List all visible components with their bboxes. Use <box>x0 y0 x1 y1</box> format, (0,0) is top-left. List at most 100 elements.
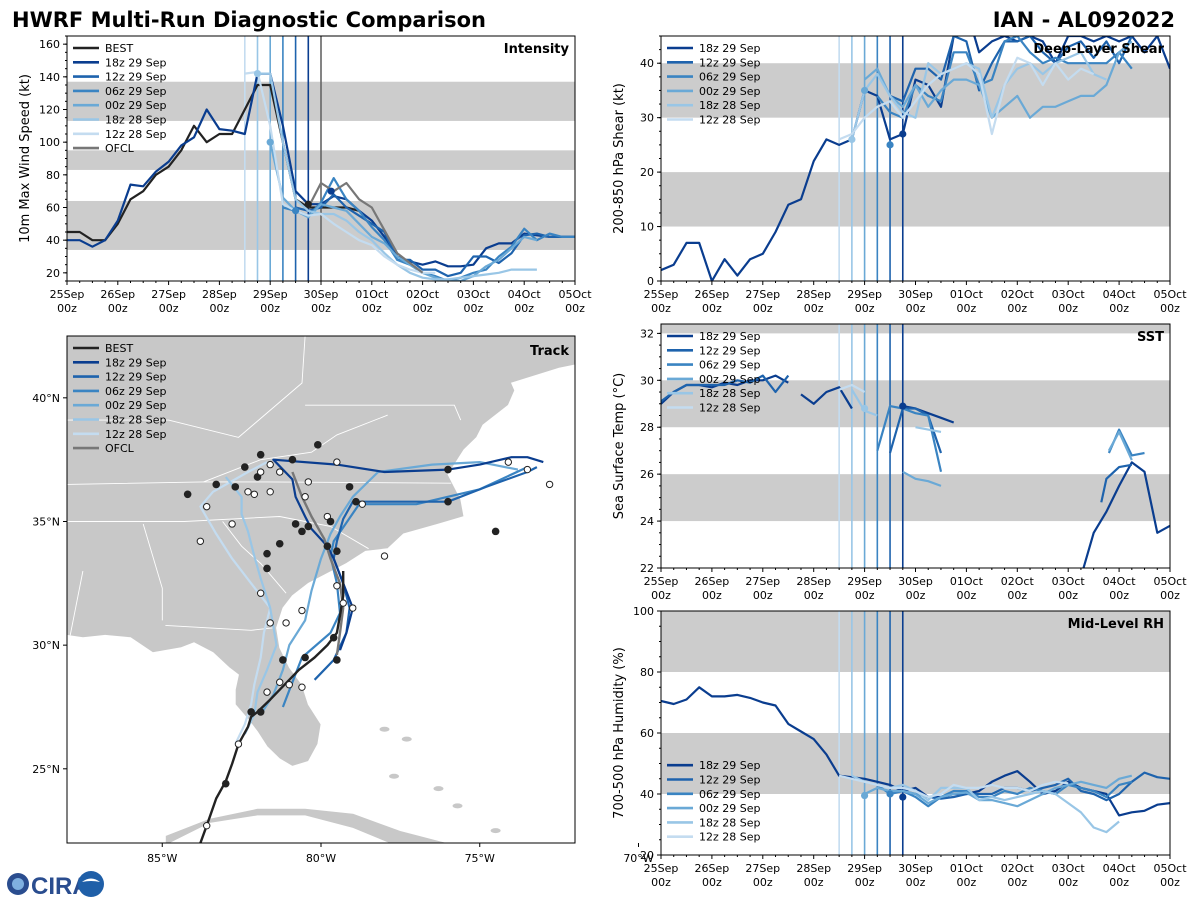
track-dot-10 <box>301 653 309 662</box>
intensity-series-12z-28-sep <box>244 70 436 274</box>
track-ytick-label: 30°N <box>32 639 60 652</box>
shear-series-12z-28-sep <box>838 56 1095 141</box>
track-dot-26 <box>291 520 300 528</box>
sst-xtick-sublabel: 00z <box>906 589 926 602</box>
intensity-xtick-label: 28Sep <box>202 288 237 301</box>
sst-series-12z-29-sep <box>661 374 790 403</box>
intensity-xtick-label: 01Oct <box>355 288 389 301</box>
storm-id: IAN - AL092022 <box>993 8 1175 32</box>
track-dot-33 <box>203 502 211 511</box>
sst-xtick-sublabel: 00z <box>1058 589 1078 602</box>
track-dot-49 <box>304 478 312 486</box>
track-dot-44 <box>276 468 284 476</box>
sst-series-12z-29-sep-2 <box>1100 463 1132 503</box>
sst-xtick-sublabel: 00z <box>702 589 722 602</box>
track-dot-15 <box>298 606 306 615</box>
shear-xtick-sublabel: 00z <box>906 302 926 315</box>
shear-xtick-sublabel: 00z <box>1109 302 1129 315</box>
sst-xtick-label: 02Oct <box>1001 575 1035 588</box>
sst-xtick-label: 25Sep <box>644 575 679 588</box>
sst-ytick-label: 32 <box>640 327 654 340</box>
shear-ytick-label: 30 <box>640 112 654 125</box>
sst-panel: 25Sep00z26Sep00z27Sep00z28Sep00z29Sep00z… <box>612 323 1187 602</box>
track-dot-28 <box>304 522 313 531</box>
sst-xtick-sublabel: 00z <box>957 589 977 602</box>
intensity-panel-label: Intensity <box>504 42 570 57</box>
track-dot-30 <box>326 517 335 526</box>
track-dot-46 <box>288 455 297 464</box>
track-state-border-2 <box>142 523 163 621</box>
shear-legend-label-12z-29-sep: 12z 29 Sep <box>699 56 761 69</box>
intensity-ytick-label: 60 <box>46 202 60 215</box>
sst-legend-label-06z-29-sep: 06z 29 Sep <box>699 359 761 372</box>
track-dot-5 <box>263 688 271 696</box>
intensity-xtick-sublabel: 00z <box>108 302 128 315</box>
track-dot-14 <box>282 619 290 627</box>
intensity-xtick-label: 05Oct <box>558 288 592 301</box>
track-dot-12 <box>329 633 338 642</box>
shear-series-06z-29-sep <box>876 36 1133 119</box>
track-dot-31 <box>228 520 236 528</box>
intensity-xtick-label: 25Sep <box>50 288 85 301</box>
sst-xtick-label: 04Oct <box>1103 575 1137 588</box>
track-dot-22 <box>275 539 284 548</box>
rh-xtick-sublabel: 00z <box>855 876 875 889</box>
track-xtick-label: 85°W <box>147 852 177 865</box>
shear-band-0 <box>661 172 1170 227</box>
intensity-legend-label-18z-29-sep: 18z 29 Sep <box>105 56 167 69</box>
track-dot-51 <box>345 483 354 491</box>
sst-xtick-label: 26Sep <box>695 575 730 588</box>
sst-xtick-sublabel: 00z <box>753 589 773 602</box>
rh-xtick-label: 04Oct <box>1103 862 1137 875</box>
rh-xtick-sublabel: 00z <box>651 876 671 889</box>
intensity-legend-label-best: BEST <box>105 42 133 55</box>
intensity-ytick-label: 100 <box>39 136 60 149</box>
sst-band-2 <box>661 324 1170 334</box>
sst-series-18z-28-sep-1 <box>915 426 942 433</box>
rh-xtick-sublabel: 00z <box>957 876 977 889</box>
track-dot-21 <box>263 549 271 558</box>
sst-xtick-label: 27Sep <box>745 575 780 588</box>
rh-xtick-label: 25Sep <box>644 862 679 875</box>
cira-logo-bird-wing-icon <box>82 878 100 882</box>
track-dot-53 <box>358 500 366 508</box>
rh-xtick-sublabel: 00z <box>1058 876 1078 889</box>
track-dot-0 <box>203 821 211 830</box>
track-dot-17 <box>333 582 341 590</box>
shear-ytick-label: 20 <box>640 166 654 179</box>
rh-ytick-label: 60 <box>640 727 654 740</box>
shear-xtick-label: 05Oct <box>1153 288 1187 301</box>
intensity-xtick-sublabel: 00z <box>565 302 585 315</box>
rh-xtick-label: 01Oct <box>950 862 984 875</box>
intensity-marker-1 <box>292 207 300 215</box>
track-ytick-label: 25°N <box>32 763 60 776</box>
track-dot-11 <box>333 656 341 664</box>
rh-legend-label-18z-28-sep: 18z 28 Sep <box>699 816 761 829</box>
sst-ytick-label: 26 <box>640 468 654 481</box>
track-panel-label: Track <box>530 344 569 359</box>
intensity-ytick-label: 80 <box>46 169 60 182</box>
shear-xtick-sublabel: 00z <box>804 302 824 315</box>
rh-xtick-label: 26Sep <box>695 862 730 875</box>
rh-ylabel: 700-500 hPa Humidity (%) <box>612 647 627 819</box>
intensity-xtick-sublabel: 00z <box>311 302 331 315</box>
intensity-xtick-label: 30Sep <box>304 288 339 301</box>
track-dot-50 <box>301 493 309 501</box>
rh-legend-label-06z-29-sep: 06z 29 Sep <box>699 788 761 801</box>
rh-band-1 <box>661 611 1170 672</box>
shear-xtick-label: 04Oct <box>1103 288 1137 301</box>
intensity-xtick-label: 03Oct <box>457 288 491 301</box>
sst-legend-label-18z-29-sep: 18z 29 Sep <box>699 330 761 343</box>
shear-xtick-sublabel: 00z <box>1160 302 1180 315</box>
rh-series-06z-29-sep <box>876 780 1133 808</box>
track-island-4 <box>452 803 463 809</box>
track-panel: 85°W 80°W 75°W 70°W 25°N 30°N 35°N 40°N Track BES… <box>32 335 654 865</box>
rh-xtick-label: 02Oct <box>1001 862 1035 875</box>
cira-logo: CIRA <box>7 871 104 900</box>
rh-ytick-label: 20 <box>640 849 654 862</box>
track-dot-57 <box>504 458 513 466</box>
intensity-ytick-label: 120 <box>39 104 60 117</box>
track-dot-38 <box>250 490 259 498</box>
track-state-border-6 <box>67 336 306 438</box>
